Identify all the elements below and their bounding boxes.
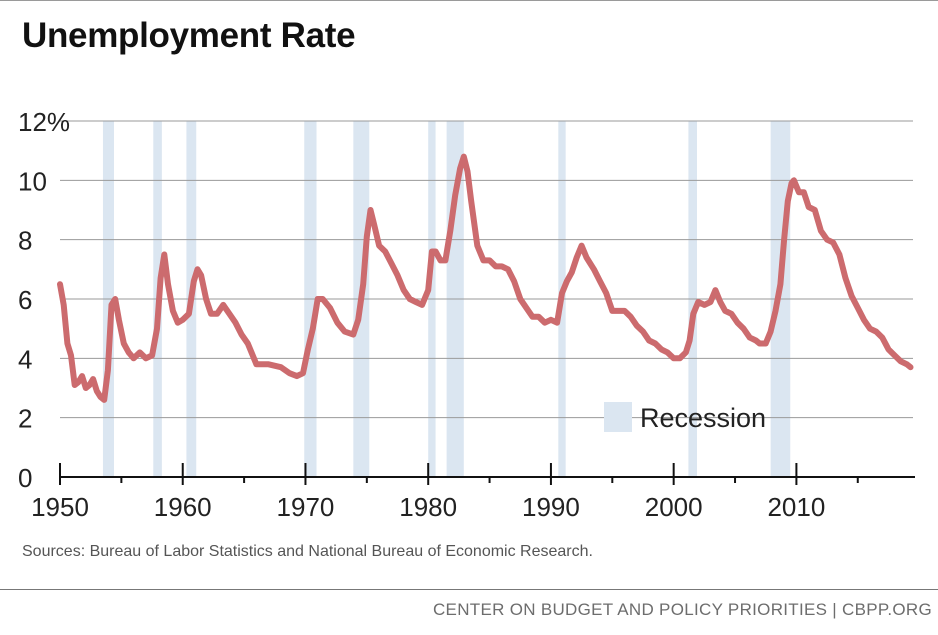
legend-label-recession: Recession xyxy=(640,403,766,433)
y-axis-labels: 0 2 4 6 8 10 12% xyxy=(18,107,70,493)
y-tick-label-6: 6 xyxy=(18,285,32,315)
legend-swatch-recession xyxy=(604,402,632,432)
x-tick-label-2000: 2000 xyxy=(645,492,703,522)
gridlines xyxy=(60,120,913,419)
series-layer xyxy=(57,153,914,403)
y-tick-label-0: 0 xyxy=(18,463,32,493)
unemployment-chart: 0 2 4 6 8 10 12% Recession 1950 1960 1970 1980 199… xyxy=(18,107,915,522)
chart-title: Unemployment Rate xyxy=(22,16,356,55)
x-tick-label-2010: 2010 xyxy=(767,492,825,522)
x-axis: 1950 1960 1970 1980 1990 2000 2010 xyxy=(31,463,915,522)
y-tick-label-10: 10 xyxy=(18,166,47,196)
series-line-0 xyxy=(57,153,914,403)
legend: Recession xyxy=(604,402,766,433)
bottom-divider xyxy=(0,589,938,590)
x-tick-label-1980: 1980 xyxy=(399,492,457,522)
y-tick-label-12: 12% xyxy=(18,107,70,137)
y-tick-label-2: 2 xyxy=(18,404,32,434)
top-divider xyxy=(0,0,938,1)
x-tick-label-1990: 1990 xyxy=(522,492,580,522)
y-tick-label-4: 4 xyxy=(18,344,32,374)
y-tick-label-8: 8 xyxy=(18,226,32,256)
x-tick-label-1950: 1950 xyxy=(31,492,89,522)
x-tick-label-1960: 1960 xyxy=(154,492,212,522)
source-note: Sources: Bureau of Labor Statistics and … xyxy=(22,543,593,560)
footer-credit: CENTER ON BUDGET AND POLICY PRIORITIES |… xyxy=(432,600,932,619)
x-tick-label-1970: 1970 xyxy=(277,492,335,522)
